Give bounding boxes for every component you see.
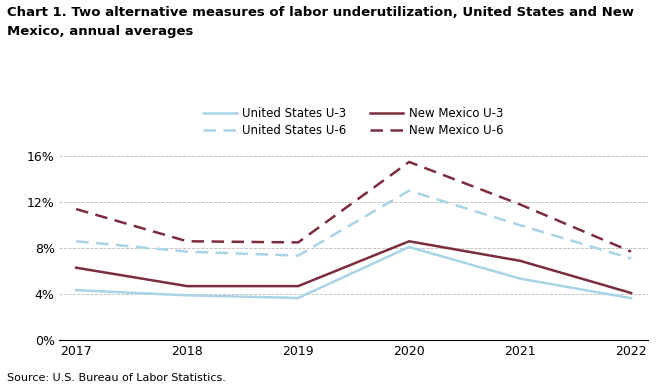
- New Mexico U-6: [294, 240, 302, 245]
- New Mexico U-6: [405, 160, 413, 164]
- United States U-6: [72, 239, 80, 244]
- United States U-6: [516, 223, 524, 228]
- Line: New Mexico U-3: New Mexico U-3: [76, 241, 631, 293]
- New Mexico U-3: [516, 258, 524, 263]
- United States U-6: [627, 256, 635, 261]
- United States U-3: [72, 288, 80, 292]
- New Mexico U-3: [183, 284, 191, 289]
- Text: Source: U.S. Bureau of Labor Statistics.: Source: U.S. Bureau of Labor Statistics.: [7, 373, 225, 383]
- New Mexico U-6: [516, 202, 524, 207]
- United States U-3: [516, 276, 524, 281]
- New Mexico U-3: [72, 265, 80, 270]
- United States U-6: [294, 253, 302, 258]
- New Mexico U-6: [627, 249, 635, 254]
- United States U-6: [405, 188, 413, 193]
- Line: United States U-6: United States U-6: [76, 191, 631, 258]
- New Mexico U-3: [627, 291, 635, 295]
- United States U-6: [183, 249, 191, 254]
- New Mexico U-6: [183, 239, 191, 244]
- New Mexico U-3: [405, 239, 413, 244]
- Text: Chart 1. Two alternative measures of labor underutilization, United States and N: Chart 1. Two alternative measures of lab…: [7, 6, 634, 19]
- Text: Mexico, annual averages: Mexico, annual averages: [7, 25, 193, 38]
- United States U-3: [183, 293, 191, 298]
- United States U-3: [294, 296, 302, 300]
- Line: United States U-3: United States U-3: [76, 247, 631, 298]
- New Mexico U-6: [72, 207, 80, 212]
- Legend: United States U-3, United States U-6, New Mexico U-3, New Mexico U-6: United States U-3, United States U-6, Ne…: [204, 107, 504, 137]
- Line: New Mexico U-6: New Mexico U-6: [76, 162, 631, 252]
- United States U-3: [627, 296, 635, 301]
- New Mexico U-3: [294, 284, 302, 289]
- United States U-3: [405, 245, 413, 249]
